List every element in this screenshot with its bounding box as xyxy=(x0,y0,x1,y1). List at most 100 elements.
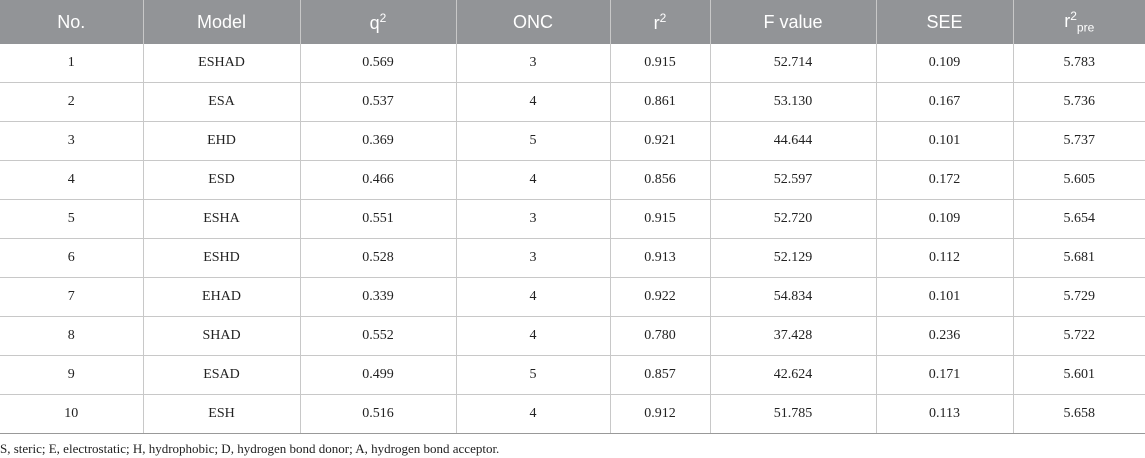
table-cell: 3 xyxy=(455,44,610,83)
table-row: 10 ESH 0.516 4 0.912 51.785 0.113 5.658 xyxy=(0,394,1145,434)
table-cell: 6 xyxy=(0,238,143,278)
table-row: 4 ESD 0.466 4 0.856 52.597 0.172 5.605 xyxy=(0,160,1145,200)
table-cell: 0.171 xyxy=(875,355,1013,395)
table-cell: ESHA xyxy=(142,199,300,239)
table-cell: 0.172 xyxy=(875,160,1013,200)
table-cell: 0.569 xyxy=(299,44,456,83)
table-cell: 2 xyxy=(0,82,143,122)
table-cell: 3 xyxy=(455,199,610,239)
table-cell: 5 xyxy=(455,355,610,395)
table-cell: 0.915 xyxy=(609,199,710,239)
table-cell: 8 xyxy=(0,316,143,356)
table-cell: ESH xyxy=(142,394,300,434)
table-cell: 0.780 xyxy=(609,316,710,356)
table-cell: 53.130 xyxy=(709,82,876,122)
table-cell: 7 xyxy=(0,277,143,317)
table-cell: 0.913 xyxy=(609,238,710,278)
table-cell: 4 xyxy=(455,394,610,434)
column-header: r2 xyxy=(609,0,710,44)
table-cell: 5.658 xyxy=(1012,394,1145,434)
table-cell: ESAD xyxy=(142,355,300,395)
table-cell: 0.921 xyxy=(609,121,710,161)
table-cell: 0.922 xyxy=(609,277,710,317)
column-header: ONC xyxy=(455,0,610,44)
table-cell: 0.912 xyxy=(609,394,710,434)
table-cell: 10 xyxy=(0,394,143,434)
table-cell: 5.737 xyxy=(1012,121,1145,161)
column-header: q2 xyxy=(299,0,456,44)
table-cell: 5.654 xyxy=(1012,199,1145,239)
header-text: q xyxy=(369,12,380,33)
table-cell: 5 xyxy=(0,199,143,239)
table-row: 1 ESHAD 0.569 3 0.915 52.714 0.109 5.783 xyxy=(0,44,1145,83)
footnote: S, steric; E, electrostatic; H, hydropho… xyxy=(0,441,500,456)
table-cell: 9 xyxy=(0,355,143,395)
table-cell: EHD xyxy=(142,121,300,161)
table-cell: 4 xyxy=(455,277,610,317)
table-cell: 0.369 xyxy=(299,121,456,161)
table-row: 2 ESA 0.537 4 0.861 53.130 0.167 5.736 xyxy=(0,82,1145,122)
table-cell: 0.113 xyxy=(875,394,1013,434)
table-cell: 5 xyxy=(455,121,610,161)
header-text: r xyxy=(653,12,660,33)
table-cell: ESHAD xyxy=(142,44,300,83)
table-cell: 0.856 xyxy=(609,160,710,200)
table-cell: 0.499 xyxy=(299,355,456,395)
table-cell: 5.722 xyxy=(1012,316,1145,356)
header-text: SEE xyxy=(926,11,963,32)
table-cell: 0.516 xyxy=(299,394,456,434)
header-superscript: 2 xyxy=(659,10,667,25)
table-cell: 0.112 xyxy=(875,238,1013,278)
header-text: No. xyxy=(57,11,86,32)
table-cell: 44.644 xyxy=(709,121,876,161)
table-cell: 0.339 xyxy=(299,277,456,317)
table-cell: 0.861 xyxy=(609,82,710,122)
table-cell: 5.605 xyxy=(1012,160,1145,200)
table-cell: 0.552 xyxy=(299,316,456,356)
table-cell: 42.624 xyxy=(709,355,876,395)
table-cell: 5.729 xyxy=(1012,277,1145,317)
table-cell: ESHD xyxy=(142,238,300,278)
table-cell: 4 xyxy=(455,316,610,356)
column-header: No. xyxy=(0,0,143,44)
table-cell: 52.720 xyxy=(709,199,876,239)
table-row: 6 ESHD 0.528 3 0.913 52.129 0.112 5.681 xyxy=(0,238,1145,278)
table-cell: EHAD xyxy=(142,277,300,317)
results-table: No. Model q2 ONC r2 F value SEE r2pre 1 ESHAD 0.5… xyxy=(0,0,1145,434)
table-cell: 0.537 xyxy=(299,82,456,122)
table-cell: 0.109 xyxy=(875,199,1013,239)
table-cell: 51.785 xyxy=(709,394,876,434)
header-text: r xyxy=(1064,11,1071,32)
table-cell: 5.783 xyxy=(1012,44,1145,83)
table-row: 7 EHAD 0.339 4 0.922 54.834 0.101 5.729 xyxy=(0,277,1145,317)
table-cell: 54.834 xyxy=(709,277,876,317)
column-header: F value xyxy=(709,0,876,44)
table-cell: 0.857 xyxy=(609,355,710,395)
table-row: 9 ESAD 0.499 5 0.857 42.624 0.171 5.601 xyxy=(0,355,1145,395)
header-subscript: pre xyxy=(1076,20,1095,35)
table-cell: 1 xyxy=(0,44,143,83)
table-cell: 4 xyxy=(455,160,610,200)
table-cell: 52.129 xyxy=(709,238,876,278)
table-cell: 5.681 xyxy=(1012,238,1145,278)
header-row: No. Model q2 ONC r2 F value SEE r2pre xyxy=(0,0,1145,44)
table-row: 5 ESHA 0.551 3 0.915 52.720 0.109 5.654 xyxy=(0,199,1145,239)
table-cell: 0.466 xyxy=(299,160,456,200)
table-cell: 0.528 xyxy=(299,238,456,278)
table-cell: 5.601 xyxy=(1012,355,1145,395)
table-cell: 52.597 xyxy=(709,160,876,200)
column-header: r2pre xyxy=(1012,0,1145,44)
column-header: Model xyxy=(142,0,300,44)
header-superscript: 2 xyxy=(379,10,387,25)
column-header: SEE xyxy=(875,0,1013,44)
header-text: Model xyxy=(196,11,247,32)
table-body: 1 ESHAD 0.569 3 0.915 52.714 0.109 5.783 2 ESA 0.5… xyxy=(0,44,1145,434)
table-cell: 3 xyxy=(0,121,143,161)
table-cell: 37.428 xyxy=(709,316,876,356)
table-cell: 0.915 xyxy=(609,44,710,83)
header-text: ONC xyxy=(513,11,553,32)
table-cell: ESA xyxy=(142,82,300,122)
table-cell: 4 xyxy=(0,160,143,200)
table-cell: 52.714 xyxy=(709,44,876,83)
header-text: F value xyxy=(763,11,823,32)
